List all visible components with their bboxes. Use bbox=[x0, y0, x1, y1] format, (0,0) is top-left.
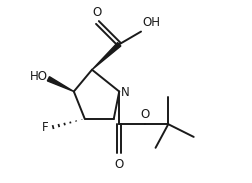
Text: O: O bbox=[140, 108, 149, 121]
Text: O: O bbox=[114, 158, 123, 171]
Text: HO: HO bbox=[29, 70, 47, 83]
Polygon shape bbox=[92, 43, 120, 70]
Text: N: N bbox=[121, 86, 130, 99]
Text: O: O bbox=[91, 6, 101, 19]
Text: OH: OH bbox=[141, 16, 159, 29]
Text: F: F bbox=[42, 121, 49, 134]
Polygon shape bbox=[47, 77, 74, 92]
